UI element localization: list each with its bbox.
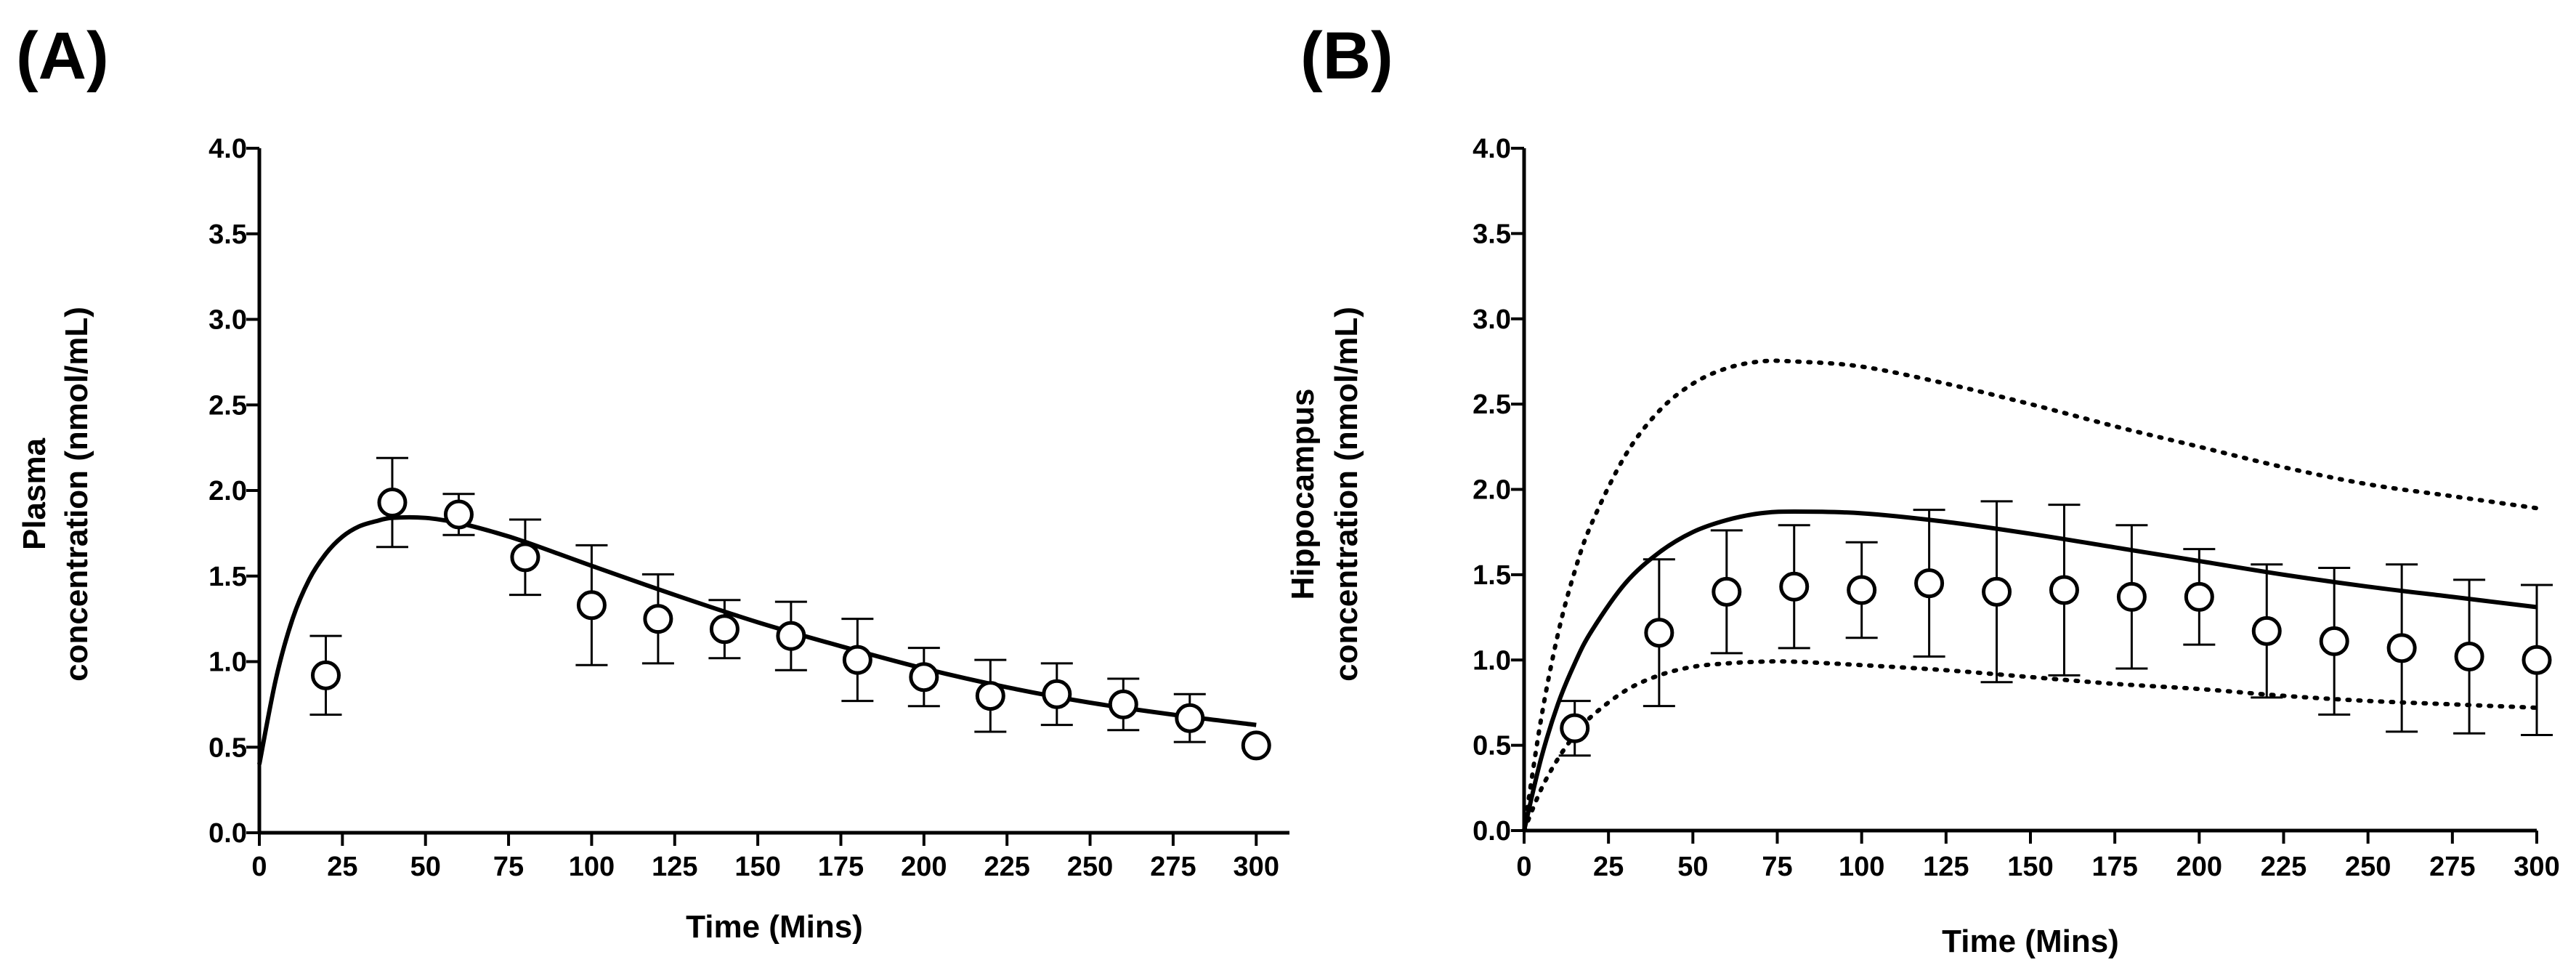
panel-b-x-tick-label: 125 [1923,852,1969,882]
panel-b-y-tick-label: 3.5 [1473,219,1511,249]
panel-a-y-tick-label: 4.0 [208,134,247,164]
panel-b-y-tick-label: 1.5 [1473,560,1511,591]
panel-a-model-prediction-line [257,514,1257,765]
panel-a-y-tick-label: 1.5 [208,562,247,592]
panel-a-data-point [842,645,872,675]
panel-a-y-tick-label: 2.0 [208,476,247,506]
panel-a-data-point [510,542,540,573]
panel-b-y-axis-title: concentration (nmol/mL) [1329,307,1364,682]
panel-b-lower-bound-line [1522,659,2539,833]
panel-a-data-point [1108,689,1138,719]
panel-b-x-tick-label: 175 [2091,852,2137,882]
panel-b-model-prediction-line [1522,509,2537,831]
panel-a-data-point [1241,730,1271,761]
panel-b-x-tick-label: 50 [1677,852,1708,882]
panel-a-x-tick-label: 300 [1234,852,1279,882]
panel-b-x-tick-label: 275 [2429,852,2475,882]
panel-a-y-tick-label: 0.5 [208,732,247,763]
panel-b-data-point [1779,571,1810,602]
panel-a-y-tick-label: 1.0 [208,647,247,678]
panel-a-x-tick-label: 100 [569,852,615,882]
panel-a-x-tick-label: 0 [251,852,267,882]
panel-b-y-tick-label: 0.5 [1473,731,1511,762]
panel-a-y-axis-title: Plasma [17,437,52,550]
panel-a-x-tick-label: 50 [410,852,441,882]
panel-a-x-tick-label: 225 [984,852,1029,882]
panel-a-x-tick-label: 75 [493,852,524,882]
panel-a-x-tick-label: 125 [652,852,697,882]
panel-b-x-axis-title: Time (Mins) [1942,924,2119,959]
panel-a-data-point [1175,703,1205,733]
panel-b-y-tick-label: 3.0 [1473,304,1511,335]
panel-a-label: (A) [16,19,109,93]
panel-b-x-tick-label: 150 [2007,852,2053,882]
panel-a-data-point [377,487,408,517]
panel-a-y-axis-title: concentration (nmol/mL) [59,307,94,682]
panel-a-data-point [709,614,740,645]
panel-b-data-point [2319,626,2349,656]
panel-b-data-point [2049,575,2079,605]
panel-b-x-tick-label: 225 [2261,852,2306,882]
panel-b-data-point [2386,633,2417,663]
panel-a-x-tick-label: 175 [818,852,864,882]
panel-b-data-point [1982,576,2012,607]
panel-b-y-tick-label: 0.0 [1473,816,1511,847]
panel-b-x-tick-label: 200 [2176,852,2222,882]
panel-a-data-point [975,681,1005,711]
panel-b-data-point [2522,645,2552,675]
panel-a: (A) 0 25 50 75 100 125 150 175 200 225 250 275 300 0.… [16,19,1289,945]
panel-b-x-tick-label: 100 [1839,852,1884,882]
panel-b-y-axis-title: Hippocampus [1285,389,1321,600]
panel-b-x-tick-label: 250 [2345,852,2391,882]
panel-a-y-tick-label: 3.5 [208,219,247,250]
panel-b-x-tick-label: 75 [1762,852,1792,882]
panel-a-x-tick-label: 150 [734,852,780,882]
panel-b-data-point [1712,576,1742,607]
panel-a-x-tick-label: 250 [1067,852,1113,882]
panel-a-data-point [776,621,806,651]
panel-a-data-point [909,662,939,693]
panel-b-y-tick-label: 4.0 [1473,134,1511,164]
panel-b-label: (B) [1300,19,1393,93]
panel-b-x-tick-label: 25 [1593,852,1624,882]
panel-a-data-point [310,660,341,690]
panel-b-data-point [1560,713,1590,743]
panel-b-data-point [1847,575,1877,605]
panel-a-x-tick-label: 25 [327,852,357,882]
panel-b-y-tick-label: 2.5 [1473,389,1511,420]
panel-a-x-tick-label: 275 [1150,852,1196,882]
panel-a-y-tick-label: 3.0 [208,305,247,336]
panel-b-x-tick-label: 300 [2514,852,2559,882]
panel-a-data-point [643,604,673,634]
panel-b-data-point [1644,618,1674,648]
panel-b-upper-bound-line [1522,358,2539,833]
panel-a-data-point [1042,679,1072,709]
panel-b: (B) 0 25 50 75 100 125 150 175 200 225 250 275 300 0.… [1285,19,2560,959]
panel-a-data-point [443,499,474,530]
panel-a-y-tick-label: 0.0 [208,818,247,849]
panel-b-data-point [2251,615,2282,646]
panel-b-data-point [2454,642,2484,672]
panel-a-y-tick-label: 2.5 [208,390,247,421]
panel-b-data-point [2116,581,2147,612]
panel-b-y-tick-label: 2.0 [1473,475,1511,506]
panel-b-y-tick-label: 1.0 [1473,645,1511,676]
panel-b-data-point [2184,581,2214,612]
panel-a-data-point [576,590,607,621]
panel-a-x-tick-label: 200 [901,852,947,882]
panel-b-x-tick-label: 0 [1516,852,1531,882]
panel-a-x-axis-title: Time (Mins) [686,909,863,945]
panel-b-data-point [1914,568,1945,599]
